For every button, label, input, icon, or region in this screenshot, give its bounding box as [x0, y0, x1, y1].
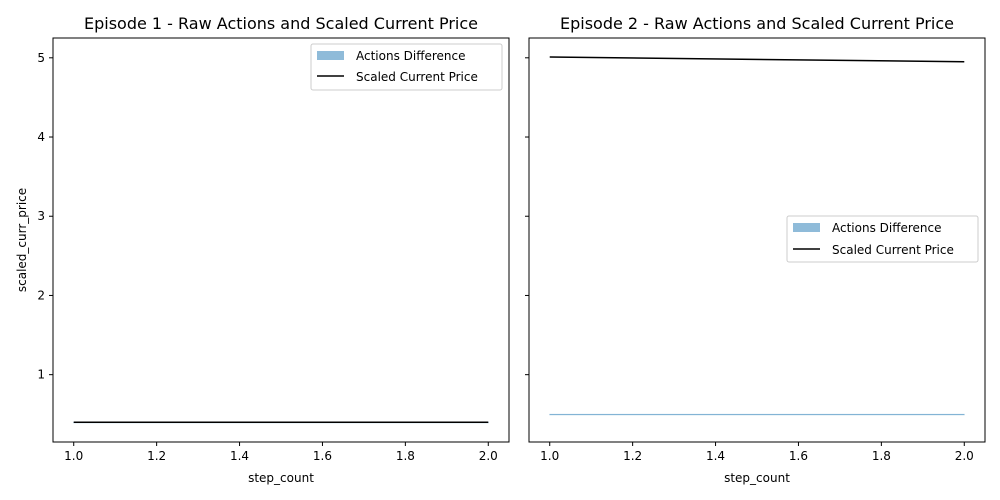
x-tick-label: 2.0 [955, 449, 974, 463]
x-axis-label: step_count [248, 471, 314, 485]
series-actions-difference [549, 413, 965, 416]
x-tick-label: 1.2 [623, 449, 642, 463]
series-scaled-current-price [549, 56, 965, 63]
legend-label-actions-difference: Actions Difference [832, 221, 942, 235]
y-tick-label: 2 [37, 288, 45, 302]
panel-episode-1: Episode 1 - Raw Actions and Scaled Curre… [15, 14, 510, 485]
panel-2-marks [549, 56, 965, 416]
panel-1-ticks: 1.0 1.2 1.4 1.6 1.8 2.0 1 2 3 4 5 [37, 51, 497, 463]
x-tick-label: 1.8 [872, 449, 891, 463]
x-tick-label: 1.2 [147, 449, 166, 463]
plot-frame [52, 37, 510, 443]
x-tick-label: 1.6 [313, 449, 332, 463]
x-tick-label: 1.0 [64, 449, 83, 463]
legend-label-actions-difference: Actions Difference [356, 49, 466, 63]
legend-box [310, 43, 503, 91]
y-axis-label: scaled_curr_price [15, 188, 29, 292]
x-tick-label: 1.4 [230, 449, 249, 463]
panel-1-marks [73, 421, 489, 424]
y-tick-label: 5 [37, 51, 45, 65]
plot-frame [528, 37, 986, 443]
x-tick-label: 1.4 [706, 449, 725, 463]
x-axis-label: step_count [724, 471, 790, 485]
legend-label-scaled-current-price: Scaled Current Price [356, 70, 478, 84]
x-tick-label: 1.8 [396, 449, 415, 463]
panel-2-ticks: 1.0 1.2 1.4 1.6 1.8 2.0 [525, 57, 974, 463]
y-tick-label: 1 [37, 368, 45, 382]
chart-title: Episode 1 - Raw Actions and Scaled Curre… [84, 14, 478, 33]
x-tick-label: 1.0 [540, 449, 559, 463]
y-tick-label: 4 [37, 130, 45, 144]
chart-title: Episode 2 - Raw Actions and Scaled Curre… [560, 14, 954, 33]
legend-swatch-actions-difference [793, 223, 820, 232]
legend-label-scaled-current-price: Scaled Current Price [832, 243, 954, 257]
legend: Actions Difference Scaled Current Price [310, 43, 503, 91]
panel-episode-2: Episode 2 - Raw Actions and Scaled Curre… [525, 14, 986, 485]
x-tick-label: 2.0 [479, 449, 498, 463]
x-tick-label: 1.6 [789, 449, 808, 463]
y-tick-label: 3 [37, 209, 45, 223]
legend-box [786, 215, 979, 263]
legend-swatch-actions-difference [317, 51, 344, 60]
legend: Actions Difference Scaled Current Price [786, 215, 979, 263]
